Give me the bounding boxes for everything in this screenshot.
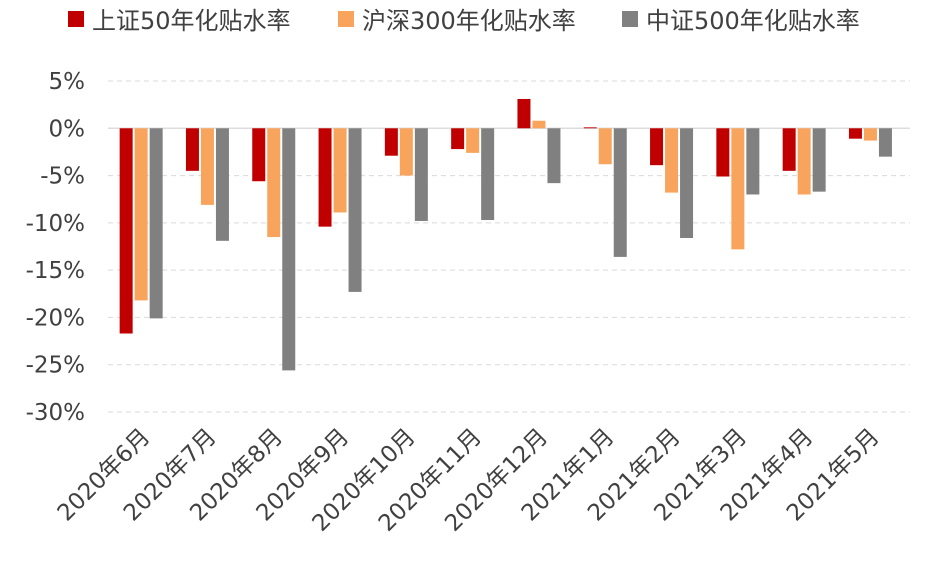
bar-series-2-4 [333, 128, 347, 213]
bars [119, 98, 892, 371]
legend-label-1: 上证50年化贴水率 [92, 7, 291, 35]
bar-series-3-6 [481, 128, 495, 221]
legend-swatch-3 [622, 11, 638, 27]
bar-series-3-10 [746, 128, 760, 195]
bar-series-2-1 [134, 128, 148, 301]
bar-series-2-9 [665, 128, 679, 193]
bar-series-2-3 [267, 128, 281, 238]
bar-series-2-8 [598, 128, 612, 165]
bar-series-1-12 [848, 128, 862, 139]
bar-series-3-2 [215, 128, 229, 241]
y-tick-label: -20% [26, 305, 85, 331]
legend-label-2: 沪深300年化贴水率 [362, 7, 576, 35]
bar-series-1-6 [451, 128, 465, 150]
bar-series-1-8 [583, 127, 597, 129]
bar-series-3-11 [812, 128, 826, 192]
y-tick-label: -10% [26, 211, 85, 237]
bar-series-1-9 [650, 128, 664, 166]
bar-series-3-1 [149, 128, 163, 319]
bar-series-2-2 [200, 128, 214, 205]
bar-series-1-2 [185, 128, 199, 171]
legend-label-3: 中证500年化贴水率 [646, 7, 860, 35]
bar-series-1-11 [782, 128, 796, 171]
bar-series-2-6 [466, 128, 480, 153]
bar-series-1-5 [384, 128, 398, 156]
bar-series-2-12 [863, 128, 877, 141]
bar-series-3-3 [282, 128, 296, 371]
bar-series-1-4 [318, 128, 332, 227]
bar-series-1-7 [517, 98, 531, 129]
bar-series-3-8 [613, 128, 627, 257]
bar-series-2-11 [797, 128, 811, 195]
y-tick-label: -25% [26, 353, 85, 379]
y-tick-label: 5% [49, 69, 86, 95]
bar-series-2-7 [532, 120, 546, 129]
y-tick-label: -15% [26, 258, 85, 284]
legend-swatch-1 [68, 11, 84, 27]
bar-series-3-7 [547, 128, 561, 184]
x-axis: 2020年6月2020年7月2020年8月2020年9月2020年10月2020… [53, 424, 885, 537]
bar-series-2-10 [731, 128, 745, 250]
legend: 上证50年化贴水率 沪深300年化贴水率 中证500年化贴水率 [68, 7, 860, 35]
bar-series-3-5 [414, 128, 428, 221]
bar-series-1-1 [119, 128, 133, 334]
bar-series-3-9 [680, 128, 694, 238]
bar-series-1-10 [716, 128, 730, 177]
y-axis: 5% 0% -5% -10% -15% -20% -25% -30% [26, 69, 85, 426]
legend-swatch-2 [338, 11, 354, 27]
y-tick-label: -30% [26, 400, 85, 426]
bar-series-1-3 [252, 128, 266, 182]
y-tick-label: -5% [40, 164, 85, 190]
gridlines [108, 80, 910, 413]
bar-series-2-5 [399, 128, 413, 176]
y-tick-label: 0% [49, 116, 86, 142]
bar-series-3-4 [348, 128, 362, 292]
bar-series-3-12 [878, 128, 892, 157]
